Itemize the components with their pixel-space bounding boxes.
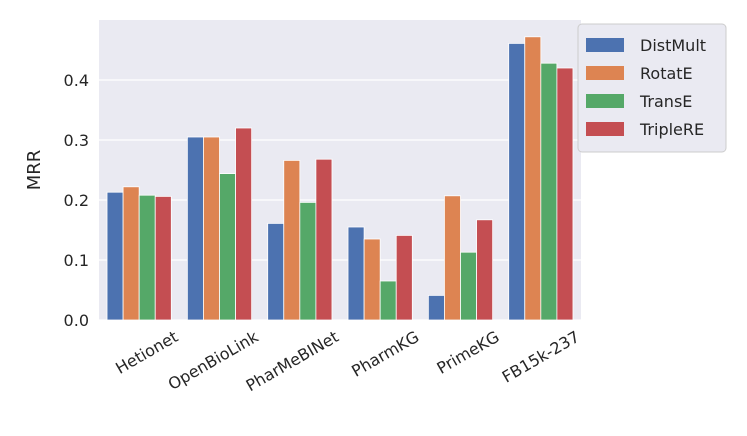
bar-distmult-pharmebinet [267, 222, 285, 321]
bar-triplere-primekg [476, 219, 494, 321]
legend-label-rotate: RotatE [640, 64, 693, 83]
bars [106, 36, 574, 321]
y-tick-label: 0.0 [64, 311, 89, 330]
x-tick-label: PharmKG [348, 327, 422, 381]
x-tick-label: Hetionet [112, 327, 181, 378]
bar-rotate-pharmkg [363, 238, 381, 321]
bar-rotate-openbiolink [203, 136, 220, 321]
bar-transe-fb15k-237 [540, 62, 558, 321]
legend-swatch-distmult [586, 38, 624, 52]
bar-transe-openbiolink [219, 173, 236, 321]
bar-transe-hetionet [138, 194, 156, 321]
legend-swatch-triplere [586, 122, 624, 136]
y-tick-label: 0.4 [64, 71, 89, 90]
bar-triplere-fb15k-237 [556, 67, 574, 321]
bar-triplere-pharmebinet [315, 158, 333, 321]
legend-swatch-rotate [586, 66, 624, 80]
bar-rotate-pharmebinet [283, 159, 301, 321]
x-tick-label: PrimeKG [433, 327, 502, 378]
bar-rotate-fb15k-237 [524, 36, 542, 321]
bar-transe-pharmkg [379, 280, 397, 321]
y-tick-label: 0.2 [64, 191, 89, 210]
bar-triplere-openbiolink [235, 127, 253, 321]
y-tick-labels: 0.0 0.1 0.2 0.3 0.4 [64, 71, 89, 330]
y-tick-label: 0.3 [64, 131, 89, 150]
bar-triplere-pharmkg [395, 234, 413, 321]
legend-label-transe: TransE [639, 92, 692, 111]
gridlines [99, 79, 581, 321]
bar-triplere-hetionet [154, 195, 172, 321]
bar-transe-pharmebinet [299, 201, 317, 321]
legend-label-triplere: TripleRE [639, 120, 704, 139]
plot-area [99, 20, 581, 320]
bar-distmult-primekg [427, 294, 445, 321]
y-tick-label: 0.1 [64, 251, 89, 270]
y-axis-label: MRR [24, 150, 45, 191]
bar-rotate-primekg [444, 195, 461, 321]
bar-distmult-pharmkg [347, 226, 365, 321]
legend-label-distmult: DistMult [640, 36, 706, 55]
bar-distmult-openbiolink [186, 136, 204, 321]
legend-box [577, 23, 727, 153]
x-tick-label: FB15k-237 [499, 327, 583, 387]
bar-rotate-hetionet [122, 186, 140, 321]
legend: DistMult RotatE TransE TripleRE [577, 23, 727, 153]
bar-distmult-hetionet [106, 191, 124, 321]
legend-swatch-transe [586, 94, 624, 108]
bar-transe-primekg [460, 251, 477, 321]
bar-distmult-fb15k-237 [508, 43, 526, 321]
